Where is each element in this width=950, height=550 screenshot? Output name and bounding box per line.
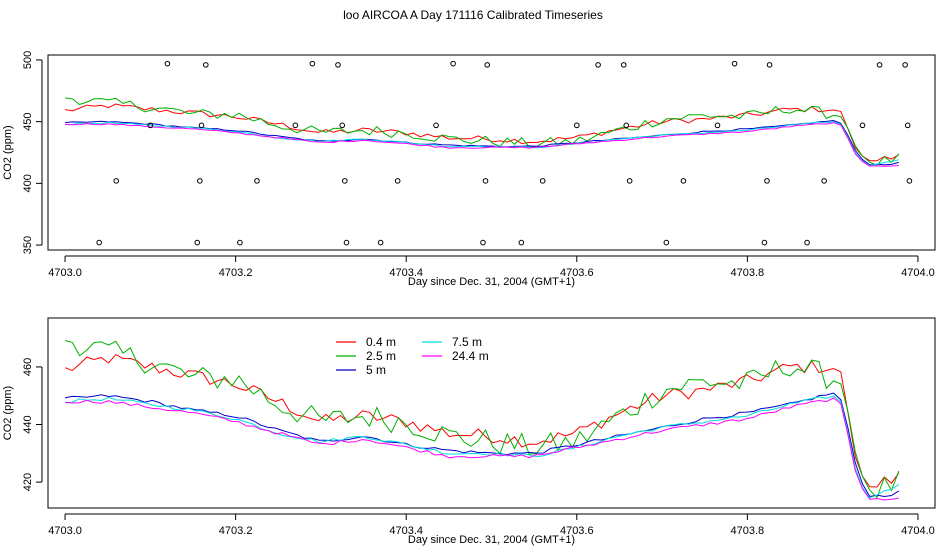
calibration-point [339,122,346,129]
bottom-y-axis-label: CO2 (ppm) [2,386,14,440]
x-tick-label: 4703.2 [219,525,253,537]
x-tick-label: 4703.8 [731,525,765,537]
calibration-point [394,178,401,184]
bottom-axes: 4703.0 4703.2 4703.4 4703.6 4703.8 4704.0 420 4… [22,358,935,537]
x-tick-label: 4703.6 [560,267,594,279]
top-calibration-points [96,60,913,246]
y-tick-label: 400 [22,174,34,192]
calibration-point [663,239,670,246]
calibration-point [96,239,102,246]
bottom-plot-frame [47,317,936,509]
calibration-point [902,62,908,68]
calibration-point [859,122,866,129]
legend-label: 0.4 m [366,335,396,349]
calibration-point [335,62,341,68]
calibration-point [292,122,299,129]
y-tick-label: 500 [22,51,34,69]
legend-label: 7.5 m [452,335,482,349]
top-plot-frame [47,54,936,251]
figure-title: loo AIRCOA A Day 171116 Calibrated Times… [343,8,603,22]
calibration-point [904,122,911,129]
calibration-point [518,239,525,246]
calibration-point [680,178,687,184]
series-line-s5 [64,392,900,498]
x-tick-label: 4703.0 [48,525,82,537]
series-line-s244 [65,397,899,501]
calibration-point [482,178,489,184]
calibration-point [906,178,913,184]
x-tick-label: 4703.2 [219,267,253,279]
calibration-point [254,178,260,184]
y-tick-label: 450 [22,112,34,130]
y-tick-label: 440 [22,415,34,433]
legend-label: 5 m [366,363,386,377]
top-series-lines [65,97,900,167]
calibration-point [480,239,486,246]
calibration-point [766,62,773,68]
calibration-point [714,122,721,129]
y-tick-label: 350 [22,236,34,254]
calibration-point [573,122,580,129]
calibration-point [821,178,827,184]
y-tick-label: 420 [22,473,34,491]
calibration-point [147,122,154,129]
calibration-point [876,62,883,68]
calibration-point [164,60,171,67]
bottom-panel: Day since Dec. 31, 2004 (GMT+1) CO2 (ppm… [2,317,936,546]
top-axes: 4703.0 4703.2 4703.4 4703.6 4703.8 4704.0 350 4… [22,51,935,279]
series-line-s04 [64,353,900,488]
series-line-s75 [65,395,900,499]
calibration-point [113,178,120,184]
calibration-point [539,178,546,184]
legend-label: 24.4 m [452,349,489,363]
bottom-x-axis-label: Day since Dec. 31, 2004 (GMT+1) [408,534,575,546]
calibration-point [595,62,601,68]
calibration-point [198,122,205,129]
x-tick-label: 4703.4 [389,525,423,537]
series-line-s244 [65,122,899,167]
x-tick-label: 4704.0 [901,267,935,279]
calibration-point [620,62,627,68]
calibration-point [343,239,350,246]
calibration-point [202,62,209,68]
x-tick-label: 4703.0 [48,267,82,279]
calibration-point [626,178,633,184]
calibration-point [377,239,384,246]
series-line-s25 [64,340,900,499]
x-tick-label: 4703.4 [389,267,423,279]
calibration-point [309,60,316,67]
calibration-point [194,239,201,246]
calibration-point [761,239,768,246]
calibration-point [804,239,810,246]
top-panel: Day since Dec. 31, 2004 (GMT+1) CO2 (ppm… [2,51,936,288]
legend-label: 2.5 m [366,349,396,363]
y-tick-label: 460 [22,358,34,376]
calibration-point [623,122,630,129]
series-line-s75 [65,121,899,166]
x-tick-label: 4703.6 [560,525,594,537]
calibration-point [731,60,738,67]
calibration-point [342,178,348,184]
series-line-s04 [65,103,900,162]
calibration-point [484,62,491,68]
calibration-point [237,239,243,246]
x-tick-label: 4704.0 [901,525,935,537]
calibration-point [450,60,456,67]
calibration-point [197,178,203,184]
calibration-point [764,178,770,184]
top-y-axis-label: CO2 (ppm) [2,125,14,179]
legend: 0.4 m2.5 m5 m 7.5 m24.4 m [336,335,489,377]
series-line-s25 [65,97,900,166]
top-x-axis-label: Day since Dec. 31, 2004 (GMT+1) [408,276,575,288]
x-tick-label: 4703.8 [731,267,765,279]
calibration-point [433,122,439,129]
bottom-series-lines [64,340,900,501]
